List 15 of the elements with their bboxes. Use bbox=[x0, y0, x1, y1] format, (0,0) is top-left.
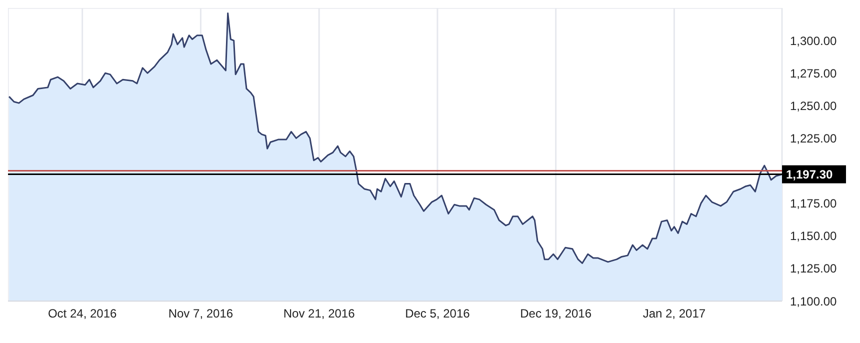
y-tick-label: 1,175.00 bbox=[790, 196, 838, 211]
x-tick-label: Jan 2, 2017 bbox=[642, 306, 706, 321]
y-tick-label: 1,300.00 bbox=[790, 34, 838, 48]
y-tick-label: 1,250.00 bbox=[790, 98, 838, 113]
x-tick-label: Oct 24, 2016 bbox=[48, 306, 118, 321]
y-tick-label: 1,275.00 bbox=[790, 66, 838, 80]
y-tick-label: 1,100.00 bbox=[790, 294, 838, 308]
x-tick-label: Dec 19, 2016 bbox=[520, 306, 592, 321]
y-tick-label: 1,225.00 bbox=[790, 131, 838, 146]
x-tick-label: Dec 5, 2016 bbox=[405, 306, 470, 321]
x-tick-label: Nov 21, 2016 bbox=[283, 306, 356, 321]
y-tick-label: 1,150.00 bbox=[790, 229, 838, 244]
ref-line-label: 1,197.30 bbox=[786, 167, 834, 182]
x-tick-label: Nov 7, 2016 bbox=[168, 306, 234, 321]
y-tick-label: 1,125.00 bbox=[790, 262, 838, 276]
